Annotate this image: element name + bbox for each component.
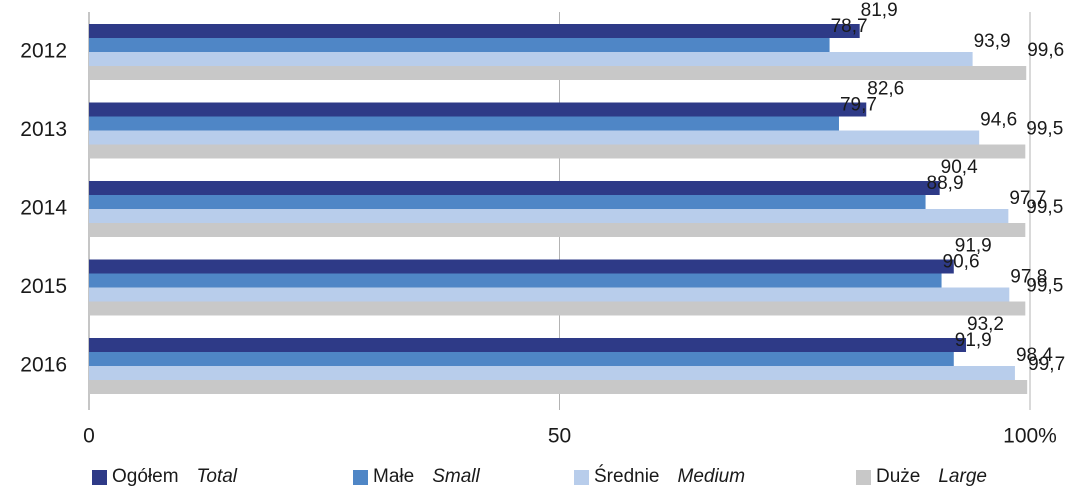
bar-2015-series-1 bbox=[89, 273, 942, 288]
bar-2014-series-2 bbox=[89, 209, 1009, 223]
legend-swatch-total bbox=[92, 469, 107, 485]
data-label-2014-series-0: 90,4 bbox=[941, 157, 978, 178]
legend-label-total-en: Total bbox=[196, 466, 238, 487]
legend-label-large: Duże bbox=[876, 466, 921, 487]
bar-2012-series-2 bbox=[89, 52, 973, 66]
legend-swatch-large bbox=[856, 469, 871, 485]
data-label-2015-series-0: 91,9 bbox=[955, 236, 992, 257]
data-label-2013-series-3: 99,5 bbox=[1026, 119, 1063, 140]
bar-chart: 81,978,7 93,9 99,6 2012 82,679,7 94,6 99,5 2013… bbox=[20, 0, 1065, 448]
legend-item-large: Duże Large bbox=[856, 462, 987, 492]
x-tick-label-0: 0 bbox=[83, 425, 95, 448]
bar-2014-series-1 bbox=[89, 195, 926, 209]
bar-2013-series-2 bbox=[89, 130, 980, 145]
data-label-2016-series-0: 93,2 bbox=[967, 314, 1004, 335]
data-label-2012-series-2: 93,9 bbox=[974, 31, 1011, 52]
data-label-2014-series-2: 97,7 bbox=[1009, 188, 1046, 209]
legend-item-total: Ogółem Total bbox=[92, 462, 237, 492]
legend-item-medium: Średnie Medium bbox=[574, 462, 745, 492]
legend-label-medium: Średnie bbox=[594, 466, 660, 487]
legend-label-medium-en: Medium bbox=[677, 466, 746, 487]
data-label-2015-series-2: 97,8 bbox=[1010, 267, 1047, 288]
bar-2013-series-0 bbox=[89, 102, 867, 117]
legend-label-small-en: Small bbox=[432, 466, 480, 487]
category-label-2014: 2014 bbox=[20, 197, 67, 220]
bar-2016-series-2 bbox=[89, 366, 1015, 380]
x-tick-label-1: 50 bbox=[548, 425, 571, 448]
data-label-2013-series-2: 94,6 bbox=[980, 110, 1017, 131]
bar-2016-series-3 bbox=[89, 380, 1028, 394]
data-label-2015-series-3: 99,5 bbox=[1026, 276, 1063, 297]
category-label-2012: 2012 bbox=[20, 40, 67, 63]
data-label-2012-series-1: 78,7 bbox=[831, 16, 868, 37]
legend-label-small: Małe bbox=[373, 466, 415, 487]
bar-2016-series-0 bbox=[89, 338, 967, 352]
bar-2012-series-0 bbox=[89, 24, 860, 38]
data-label-2013-series-0: 82,6 bbox=[867, 79, 904, 100]
data-label-2014-series-3: 99,5 bbox=[1026, 197, 1063, 218]
legend-label-large-en: Large bbox=[938, 466, 987, 487]
category-label-2013: 2013 bbox=[20, 118, 67, 141]
legend: Ogółem Total Małe Small Średnie Medium D… bbox=[0, 462, 1078, 492]
bar-2012-series-3 bbox=[89, 66, 1027, 80]
category-label-2016: 2016 bbox=[20, 354, 67, 377]
bar-2014-series-3 bbox=[89, 223, 1026, 237]
bar-2016-series-1 bbox=[89, 352, 954, 366]
legend-item-small: Małe Small bbox=[353, 462, 480, 492]
data-label-2012-series-3: 99,6 bbox=[1027, 40, 1064, 61]
bar-2015-series-2 bbox=[89, 287, 1010, 302]
bar-2012-series-1 bbox=[89, 38, 830, 52]
data-label-2014-series-1: 88,9 bbox=[927, 173, 964, 194]
x-tick-label-2: 100% bbox=[1003, 425, 1057, 448]
category-label-2015: 2015 bbox=[20, 275, 67, 298]
data-label-2015-series-1: 90,6 bbox=[943, 252, 980, 273]
legend-swatch-medium bbox=[574, 469, 589, 485]
legend-label-total: Ogółem bbox=[112, 466, 179, 487]
data-label-2016-series-2: 98,4 bbox=[1016, 345, 1053, 366]
bar-2015-series-0 bbox=[89, 259, 954, 274]
bar-2013-series-3 bbox=[89, 144, 1026, 159]
data-label-2016-series-3: 99,7 bbox=[1028, 354, 1065, 375]
data-label-2013-series-1: 79,7 bbox=[840, 95, 877, 116]
data-label-2016-series-1: 91,9 bbox=[955, 330, 992, 351]
bar-2013-series-1 bbox=[89, 116, 839, 131]
data-label-2012-series-0: 81,9 bbox=[861, 0, 898, 21]
legend-swatch-small bbox=[353, 469, 368, 485]
bar-2015-series-3 bbox=[89, 301, 1026, 316]
bar-2014-series-0 bbox=[89, 181, 940, 195]
